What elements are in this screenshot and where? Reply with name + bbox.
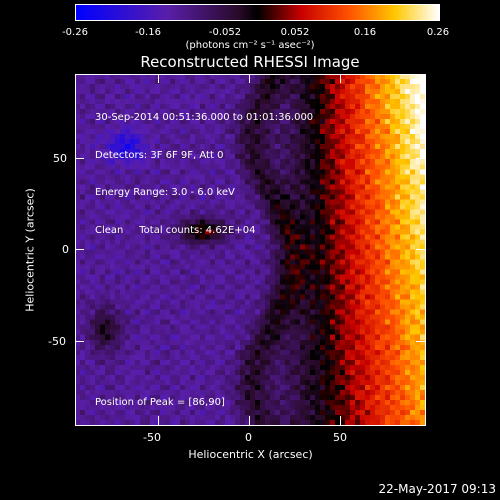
rhessi-heatmap — [75, 74, 425, 425]
colorbar-tick-label: 0.26 — [426, 27, 450, 38]
colorbar-ticks: -0.26 -0.16 -0.052 0.052 0.16 0.26 (phot… — [0, 0, 500, 60]
colorbar-units: (photons cm⁻² s⁻¹ asec⁻²) — [185, 40, 315, 51]
colorbar-tick-label: -0.26 — [62, 27, 88, 38]
colorbar-tick-label: -0.16 — [135, 27, 161, 38]
y-tick-mark — [75, 341, 84, 342]
time-range-text: 30-Sep-2014 00:51:36.000 to 01:01:36.000 — [95, 112, 314, 123]
x-tick-label: 50 — [333, 431, 347, 444]
y-tick-label: 0 — [62, 243, 69, 256]
detectors-text: Detectors: 3F 6F 9F, Att 0 — [95, 149, 224, 161]
x-tick-label: 0 — [245, 431, 252, 444]
colorbar-tick-label: 0.052 — [280, 27, 310, 38]
y-tick-mark — [416, 341, 425, 342]
energy-range-text: Energy Range: 3.0 - 6.0 keV — [95, 187, 235, 198]
x-tick-mark — [249, 416, 250, 425]
x-tick-mark — [340, 416, 341, 425]
y-tick-mark — [416, 249, 425, 250]
y-tick-mark — [416, 158, 425, 159]
observation-info: 30-Sep-2014 00:51:36.000 to 01:01:36.000… — [95, 87, 313, 250]
image-title: Reconstructed RHESSI Image — [140, 53, 360, 71]
x-tick-mark — [158, 74, 159, 83]
x-tick-mark — [158, 416, 159, 425]
peak-position-text: Position of Peak = [86,90] — [95, 397, 225, 408]
colorbar — [75, 4, 440, 21]
y-tick-mark — [75, 158, 84, 159]
total-counts-text: Clean Total counts: 4.62E+04 — [95, 224, 256, 236]
colorbar-tick-label: -0.052 — [208, 27, 242, 38]
x-tick-mark — [340, 74, 341, 83]
x-axis-label: Heliocentric X (arcsec) — [188, 448, 313, 461]
y-tick-label: 50 — [53, 152, 67, 165]
y-axis-label: Heliocentric Y (arcsec) — [23, 188, 37, 312]
x-tick-label: -50 — [143, 431, 161, 444]
x-tick-mark — [249, 74, 250, 83]
footer-date: 22-May-2017 09:13 — [378, 482, 496, 496]
rhessi-image-panel — [75, 74, 425, 425]
colorbar-tick-label: 0.16 — [353, 27, 377, 38]
y-tick-label: -50 — [48, 335, 66, 348]
y-tick-mark — [75, 249, 84, 250]
